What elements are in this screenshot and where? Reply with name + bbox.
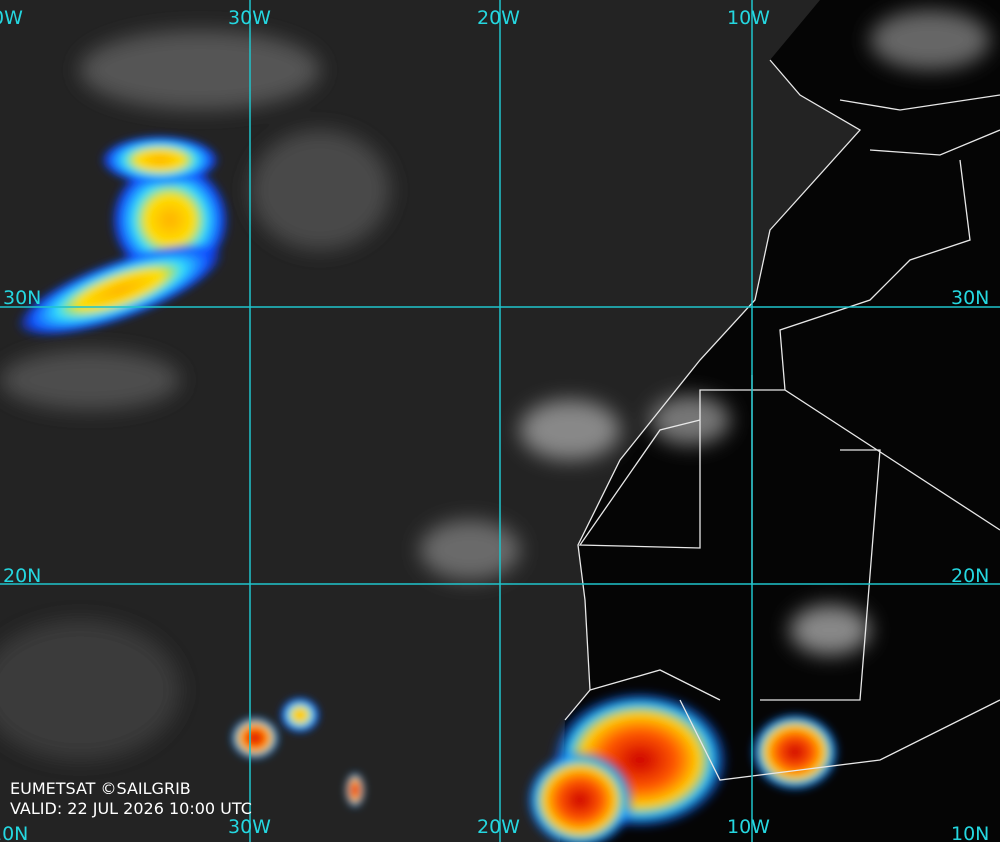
lon-label: 20W	[477, 816, 520, 838]
lon-label: 10W	[727, 816, 770, 838]
lat-label: 10N	[0, 823, 28, 842]
credit: EUMETSAT ©SAILGRIB	[10, 779, 191, 798]
lat-label: 30N	[951, 287, 989, 309]
labels: 0W 30W 20W 10W 30N 20N 10N 30N 20N 10N 3…	[0, 7, 989, 842]
lon-label: 0W	[0, 7, 23, 29]
lat-label: 10N	[951, 823, 989, 842]
lon-label: 30W	[228, 7, 271, 29]
lon-label: 20W	[477, 7, 520, 29]
lon-label: 10W	[727, 7, 770, 29]
lat-label: 30N	[3, 287, 41, 309]
lat-label: 20N	[3, 565, 41, 587]
clouds	[0, 10, 990, 760]
convection	[16, 135, 840, 842]
land	[560, 0, 1000, 842]
lat-label: 20N	[951, 565, 989, 587]
lon-label: 30W	[228, 816, 271, 838]
valid-time: VALID: 22 JUL 2026 10:00 UTC	[10, 799, 252, 818]
coastline	[564, 59, 862, 721]
